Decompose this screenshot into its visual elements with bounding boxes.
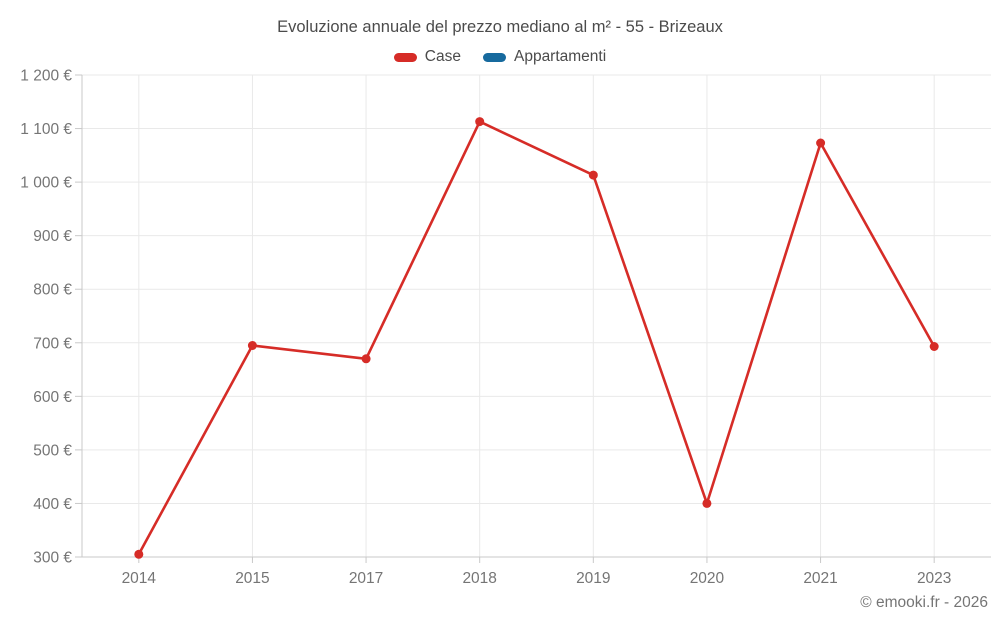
case-series-swatch <box>393 52 417 62</box>
y-tick-label: 1 000 € <box>20 175 72 192</box>
data-point-case-2020[interactable] <box>702 498 712 508</box>
data-point-case-2014[interactable] <box>134 549 144 559</box>
data-point-case-2018[interactable] <box>475 117 485 127</box>
x-tick-label: 2021 <box>803 570 837 587</box>
y-tick-label: 400 € <box>33 496 72 513</box>
chart-title: Evoluzione annuale del prezzo mediano al… <box>277 18 723 36</box>
data-point-case-2023[interactable] <box>929 342 939 351</box>
legend-label-case: Case <box>424 48 461 65</box>
legend-item-appartamenti[interactable]: Appartamenti <box>482 48 607 66</box>
legend-item-case[interactable]: Case <box>393 48 461 66</box>
y-tick-label: 900 € <box>33 228 72 245</box>
y-tick-label: 600 € <box>33 389 72 406</box>
chart-legend: Case Appartamenti <box>0 48 1000 66</box>
footer-credit: © emooki.fr - 2026 <box>860 594 988 611</box>
y-tick-label: 1 200 € <box>20 68 72 85</box>
data-point-case-2021[interactable] <box>816 138 826 148</box>
y-tick-label: 1 100 € <box>20 121 72 138</box>
x-tick-label: 2017 <box>349 570 383 587</box>
x-tick-label: 2020 <box>690 570 725 587</box>
y-tick-label: 800 € <box>33 282 72 299</box>
x-tick-label: 2018 <box>462 570 496 587</box>
data-point-case-2017[interactable] <box>361 354 371 364</box>
x-tick-label: 2019 <box>576 570 610 587</box>
x-tick-label: 2015 <box>235 570 269 587</box>
y-tick-label: 300 € <box>33 550 72 567</box>
data-point-case-2019[interactable] <box>588 170 598 180</box>
y-tick-label: 500 € <box>33 442 72 459</box>
data-point-case-2015[interactable] <box>247 341 257 350</box>
appartamenti-series-swatch <box>482 52 506 62</box>
series-line-case <box>137 120 936 555</box>
legend-label-appartamenti: Appartamenti <box>513 48 607 65</box>
x-tick-label: 2023 <box>917 570 951 587</box>
x-tick-label: 2014 <box>122 570 157 587</box>
y-tick-label: 700 € <box>33 335 72 352</box>
